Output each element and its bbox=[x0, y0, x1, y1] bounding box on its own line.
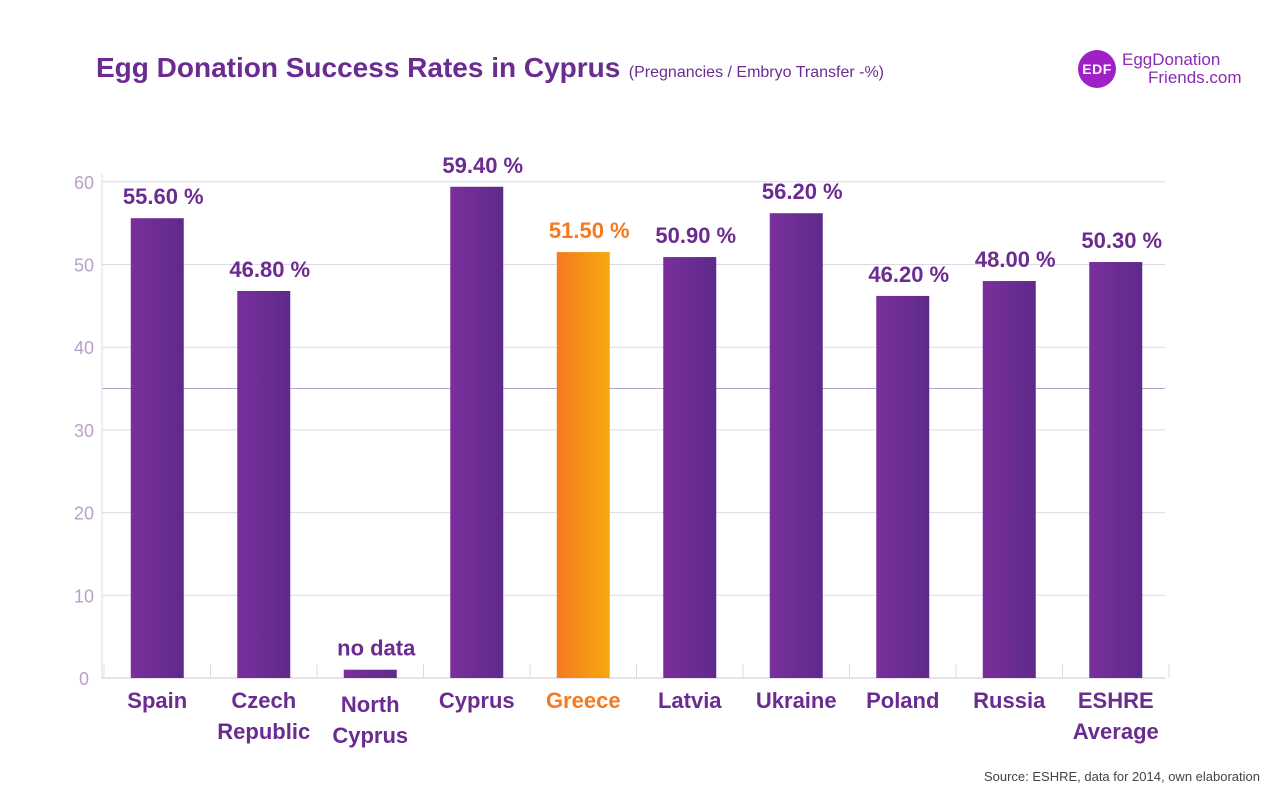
y-tick-label: 10 bbox=[74, 586, 94, 606]
category-label-8-0: Russia bbox=[973, 688, 1046, 713]
title-row: Egg Donation Success Rates in Cyprus (Pr… bbox=[96, 52, 884, 84]
category-label-6-0: Ukraine bbox=[756, 688, 837, 713]
chart-title: Egg Donation Success Rates in Cyprus bbox=[96, 52, 621, 83]
y-tick-label: 60 bbox=[74, 173, 94, 193]
category-label-2-0: North bbox=[341, 692, 400, 717]
chart-subtitle: (Pregnancies / Embryo Transfer -%) bbox=[628, 64, 884, 81]
data-label-3: 59.40 % bbox=[442, 153, 523, 178]
y-tick-label: 30 bbox=[74, 421, 94, 441]
y-tick-label: 20 bbox=[74, 504, 94, 524]
data-label-7: 46.20 % bbox=[868, 262, 949, 287]
data-label-9: 50.30 % bbox=[1081, 228, 1162, 253]
data-label-4: 51.50 % bbox=[549, 218, 630, 243]
category-label-5-0: Latvia bbox=[658, 688, 722, 713]
bar-5 bbox=[663, 257, 717, 678]
bar-0 bbox=[130, 218, 184, 679]
category-label-1-1: Republic bbox=[217, 719, 310, 744]
bar-7 bbox=[876, 295, 930, 678]
bar-2 bbox=[343, 669, 397, 678]
category-label-4-0: Greece bbox=[546, 688, 621, 713]
bar-4 bbox=[556, 252, 610, 678]
logo-badge-icon: EDF bbox=[1078, 50, 1116, 88]
data-label-2: no data bbox=[337, 636, 416, 661]
bar-3 bbox=[450, 186, 504, 678]
category-label-9-1: Average bbox=[1073, 719, 1159, 744]
category-label-9-0: ESHRE bbox=[1078, 688, 1154, 713]
logo-line1: EggDonation bbox=[1122, 50, 1221, 69]
y-tick-label: 40 bbox=[74, 338, 94, 358]
data-label-0: 55.60 % bbox=[123, 184, 204, 209]
source-note: Source: ESHRE, data for 2014, own elabor… bbox=[983, 769, 1260, 784]
data-label-6: 56.20 % bbox=[762, 179, 843, 204]
category-label-3-0: Cyprus bbox=[439, 688, 515, 713]
y-tick-label: 0 bbox=[79, 669, 89, 689]
category-label-1-0: Czech bbox=[231, 688, 296, 713]
logo-line2: Friends.com bbox=[1148, 68, 1242, 87]
data-label-8: 48.00 % bbox=[975, 247, 1056, 272]
y-tick-label: 50 bbox=[74, 256, 94, 276]
bar-6 bbox=[769, 213, 823, 678]
category-label-7-0: Poland bbox=[866, 688, 939, 713]
logo-text: EggDonation Friends.com bbox=[1122, 51, 1242, 87]
bar-9 bbox=[1089, 262, 1143, 678]
category-label-0-0: Spain bbox=[127, 688, 187, 713]
data-label-1: 46.80 % bbox=[229, 257, 310, 282]
data-label-5: 50.90 % bbox=[655, 223, 736, 248]
bar-8 bbox=[982, 281, 1036, 678]
category-label-2-1: Cyprus bbox=[332, 723, 408, 748]
bar-1 bbox=[237, 290, 291, 678]
